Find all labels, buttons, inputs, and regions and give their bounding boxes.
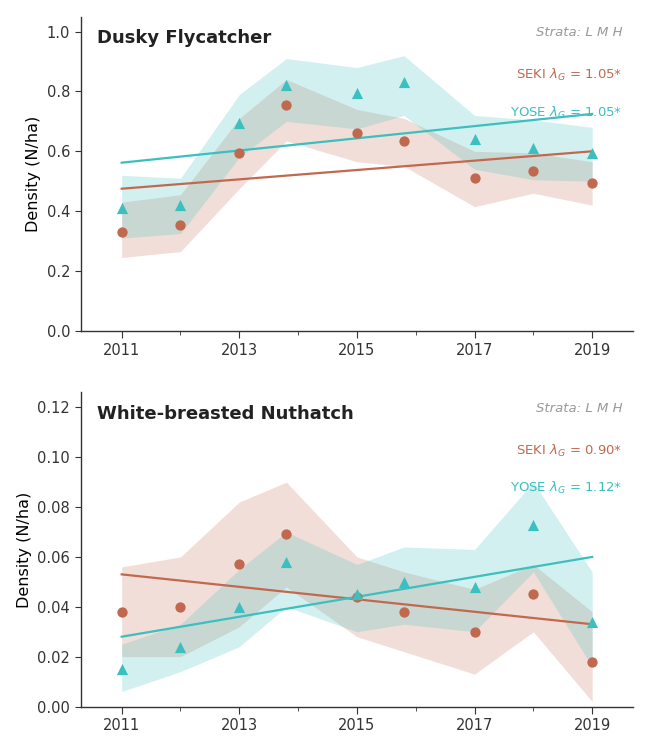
Point xyxy=(116,202,127,214)
Point xyxy=(398,76,409,88)
Point xyxy=(116,226,127,238)
Y-axis label: Density (N/ha): Density (N/ha) xyxy=(17,491,32,608)
Point xyxy=(528,165,539,177)
Point xyxy=(528,588,539,600)
Point xyxy=(234,601,244,613)
Point xyxy=(234,117,244,129)
Point xyxy=(398,606,409,618)
Point xyxy=(352,591,362,603)
Text: Strata: L M H: Strata: L M H xyxy=(536,402,622,415)
Text: Strata: L M H: Strata: L M H xyxy=(536,26,622,39)
Point xyxy=(398,576,409,588)
Text: YOSE $\lambda_G$ = 1.12*: YOSE $\lambda_G$ = 1.12* xyxy=(510,480,622,496)
Point xyxy=(352,588,362,600)
Point xyxy=(469,580,480,592)
Point xyxy=(176,640,186,652)
Point xyxy=(469,134,480,146)
Point xyxy=(469,172,480,184)
Y-axis label: Density (N/ha): Density (N/ha) xyxy=(26,116,41,232)
Point xyxy=(234,147,244,159)
Point xyxy=(398,135,409,147)
Point xyxy=(587,177,597,189)
Point xyxy=(176,601,186,613)
Point xyxy=(281,529,292,541)
Point xyxy=(176,218,186,230)
Point xyxy=(281,556,292,568)
Text: SEKI $\lambda_G$ = 0.90*: SEKI $\lambda_G$ = 0.90* xyxy=(516,442,622,459)
Text: Dusky Flycatcher: Dusky Flycatcher xyxy=(97,29,271,47)
Point xyxy=(352,87,362,99)
Point xyxy=(176,200,186,211)
Text: SEKI $\lambda_G$ = 1.05*: SEKI $\lambda_G$ = 1.05* xyxy=(516,67,622,83)
Point xyxy=(116,606,127,618)
Point xyxy=(281,99,292,111)
Point xyxy=(352,128,362,140)
Point xyxy=(587,147,597,159)
Text: White-breasted Nuthatch: White-breasted Nuthatch xyxy=(97,405,354,423)
Point xyxy=(116,663,127,675)
Point xyxy=(587,616,597,628)
Point xyxy=(281,80,292,92)
Point xyxy=(234,559,244,571)
Point xyxy=(469,626,480,638)
Point xyxy=(528,142,539,154)
Text: YOSE $\lambda_G$ = 1.05*: YOSE $\lambda_G$ = 1.05* xyxy=(510,105,622,121)
Point xyxy=(587,656,597,668)
Point xyxy=(528,518,539,530)
